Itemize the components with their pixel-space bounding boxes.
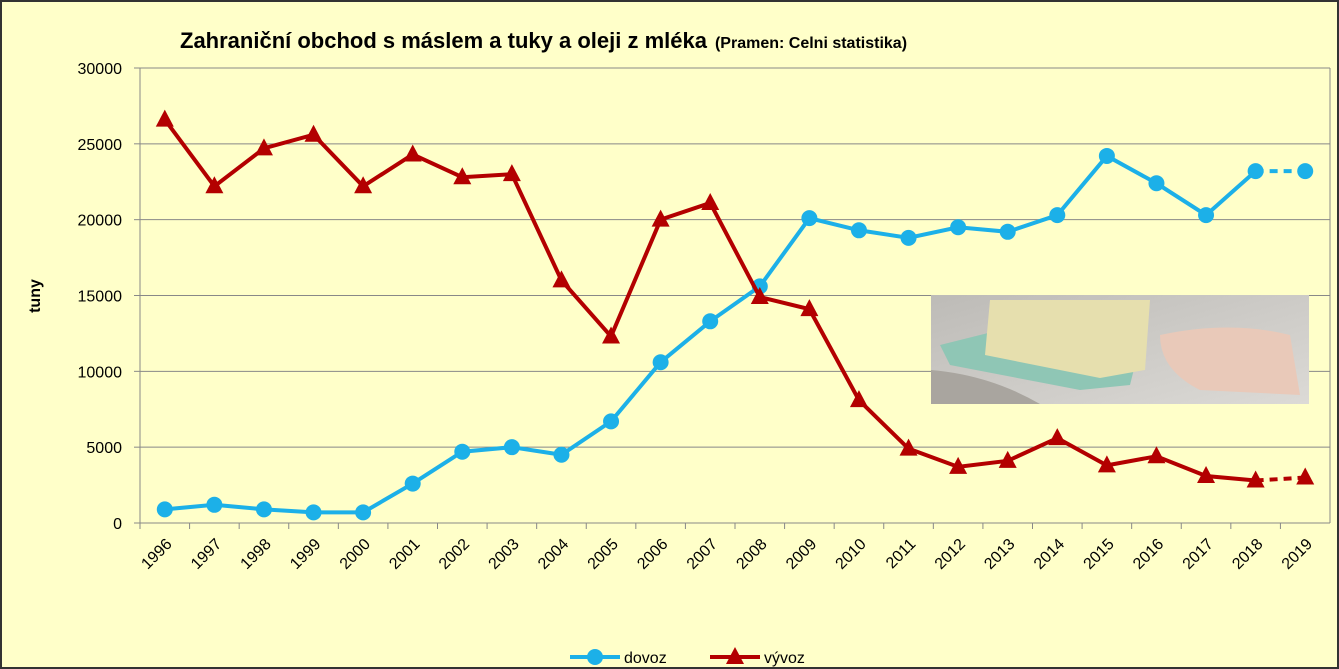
marker xyxy=(801,210,818,227)
marker xyxy=(900,229,917,246)
marker xyxy=(587,649,603,665)
marker xyxy=(1197,465,1216,483)
y-tick-label: 30000 xyxy=(78,61,123,78)
marker xyxy=(998,450,1017,468)
marker xyxy=(1049,207,1066,224)
marker xyxy=(651,209,670,227)
marker xyxy=(552,270,571,288)
y-tick-label: 20000 xyxy=(78,213,123,230)
marker xyxy=(602,326,621,344)
marker xyxy=(1246,470,1265,488)
y-tick-label: 5000 xyxy=(86,440,122,457)
marker xyxy=(155,109,174,127)
y-axis-label: tuny xyxy=(27,279,44,313)
legend-label: dovoz xyxy=(624,650,667,667)
marker xyxy=(1097,455,1116,473)
marker xyxy=(1247,163,1264,180)
marker xyxy=(849,390,868,408)
marker xyxy=(1297,163,1314,180)
marker xyxy=(652,354,669,371)
marker xyxy=(702,313,719,330)
marker xyxy=(1296,467,1315,485)
marker xyxy=(999,223,1016,240)
marker xyxy=(502,164,521,182)
marker xyxy=(701,192,720,210)
legend-label: vývoz xyxy=(764,650,805,667)
marker xyxy=(899,438,918,456)
y-tick-label: 25000 xyxy=(78,137,123,154)
marker xyxy=(206,496,223,513)
marker xyxy=(950,219,967,236)
marker xyxy=(254,138,273,156)
marker xyxy=(305,504,322,521)
marker xyxy=(1048,428,1067,446)
marker xyxy=(949,456,968,474)
marker xyxy=(1148,175,1165,192)
marker xyxy=(156,501,173,518)
marker xyxy=(1098,147,1115,164)
marker xyxy=(453,167,472,185)
subtitle: (Pramen: Celni statistika) xyxy=(715,35,907,52)
title: Zahraniční obchod s máslem a tuky a olej… xyxy=(180,28,708,53)
marker xyxy=(1198,207,1215,224)
marker xyxy=(603,413,620,430)
marker xyxy=(404,475,421,492)
marker xyxy=(553,446,570,463)
marker xyxy=(1147,446,1166,464)
marker xyxy=(454,443,471,460)
y-tick-label: 10000 xyxy=(78,364,123,381)
marker xyxy=(850,222,867,239)
marker xyxy=(503,439,520,456)
marker xyxy=(750,287,769,305)
marker xyxy=(355,504,372,521)
chart-title: Zahraniční obchod s máslem a tuky a olej… xyxy=(180,28,907,53)
marker xyxy=(255,501,272,518)
marker xyxy=(304,124,323,142)
marker xyxy=(726,647,744,664)
marker xyxy=(403,144,422,162)
marker xyxy=(354,176,373,194)
y-tick-label: 0 xyxy=(113,516,122,533)
y-tick-label: 15000 xyxy=(78,289,123,306)
marker xyxy=(800,299,819,317)
inset-photo xyxy=(931,295,1309,404)
marker xyxy=(205,176,224,194)
